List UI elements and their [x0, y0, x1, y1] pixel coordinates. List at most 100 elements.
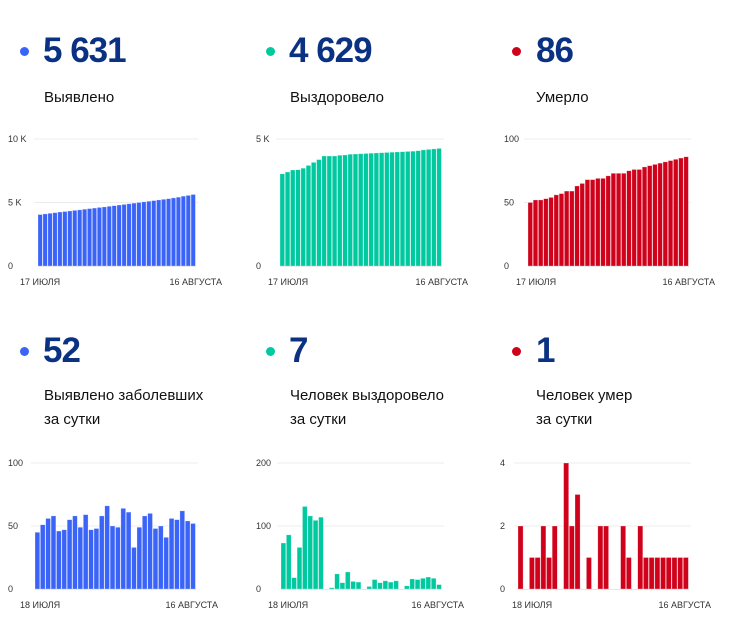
bar	[290, 169, 296, 267]
bar	[171, 197, 176, 267]
bar	[158, 525, 164, 590]
bar	[111, 205, 117, 267]
bar	[399, 151, 406, 267]
bar	[88, 529, 94, 590]
bar	[45, 518, 51, 590]
bar	[579, 183, 585, 267]
confirmed-daily-label-line2: за сутки	[44, 411, 101, 428]
bar	[62, 211, 68, 267]
x-start-label: 18 ИЮЛЯ	[512, 600, 552, 610]
bar	[574, 185, 580, 267]
bar	[279, 173, 285, 267]
bar	[548, 197, 554, 267]
bar	[636, 169, 642, 267]
bar	[648, 557, 655, 590]
bar	[179, 510, 185, 590]
y-tick-label: 0	[256, 261, 261, 271]
bar	[394, 151, 400, 267]
bar	[420, 149, 427, 267]
bar	[136, 202, 142, 267]
bar	[414, 579, 421, 590]
x-start-label: 17 ИЮЛЯ	[20, 277, 60, 287]
bar	[166, 198, 172, 267]
bar	[673, 159, 679, 267]
bar	[339, 582, 346, 590]
bar	[121, 204, 127, 267]
bar	[96, 207, 102, 267]
bar	[382, 580, 389, 590]
bar	[553, 194, 559, 267]
deaths-label: Умерло	[536, 89, 589, 106]
bar	[125, 511, 132, 590]
bar	[147, 513, 153, 590]
bar	[377, 582, 383, 590]
legend-dot-icon	[266, 347, 275, 356]
bar	[569, 190, 575, 267]
bar	[116, 204, 122, 267]
bar	[61, 529, 67, 590]
x-end-label: 16 АВГУСТА	[415, 277, 468, 287]
bar	[101, 206, 107, 267]
bar	[358, 153, 364, 267]
bar	[355, 581, 362, 590]
bar	[67, 210, 73, 267]
bar	[660, 557, 666, 590]
bar	[163, 537, 169, 590]
bar	[420, 577, 426, 590]
bar	[610, 172, 616, 267]
confirmed-total: 5 631	[43, 31, 127, 70]
bar	[378, 152, 385, 267]
bar	[426, 149, 432, 267]
recovered-daily-value: 7	[289, 331, 308, 370]
bar	[280, 542, 287, 590]
bar	[410, 150, 416, 267]
bar	[342, 154, 348, 267]
bar	[296, 547, 303, 590]
x-end-label: 16 АВГУСТА	[165, 600, 218, 610]
bar	[436, 148, 442, 267]
bar	[316, 159, 322, 267]
bar	[415, 150, 421, 267]
bar	[92, 207, 97, 267]
bar	[142, 515, 148, 590]
bar	[363, 153, 369, 267]
legend-dot-icon	[512, 47, 521, 56]
bar	[678, 157, 684, 267]
bar	[641, 166, 648, 267]
bar	[146, 200, 152, 267]
x-end-label: 16 АВГУСТА	[411, 600, 464, 610]
bar	[302, 506, 308, 590]
bar	[564, 190, 570, 267]
bar	[131, 202, 137, 267]
bar	[590, 179, 596, 267]
bar	[56, 530, 62, 590]
bar	[184, 520, 191, 590]
bar	[431, 148, 437, 267]
bar	[436, 584, 442, 590]
deaths-daily-label-line1: Человек умер	[536, 387, 633, 404]
bar	[185, 195, 191, 267]
confirmed-daily-label-line1: Выявлено заболевших	[44, 387, 204, 404]
bar	[682, 557, 689, 590]
legend-dot-icon	[20, 47, 29, 56]
recovered-total: 4 629	[289, 31, 373, 70]
bar	[563, 462, 569, 590]
bar	[328, 587, 335, 590]
bar	[543, 198, 549, 267]
bar	[180, 195, 186, 267]
y-tick-label: 0	[256, 584, 261, 594]
bar	[430, 577, 437, 590]
x-start-label: 18 ИЮЛЯ	[268, 600, 308, 610]
bar	[371, 579, 378, 590]
bar	[40, 524, 46, 590]
deaths-daily-label-line2: за сутки	[536, 411, 593, 428]
bar	[168, 518, 175, 590]
bar	[388, 581, 394, 590]
bar	[667, 160, 674, 267]
bar	[671, 557, 678, 590]
bar	[603, 525, 609, 590]
bar	[647, 165, 653, 267]
y-tick-label: 2	[500, 521, 505, 531]
